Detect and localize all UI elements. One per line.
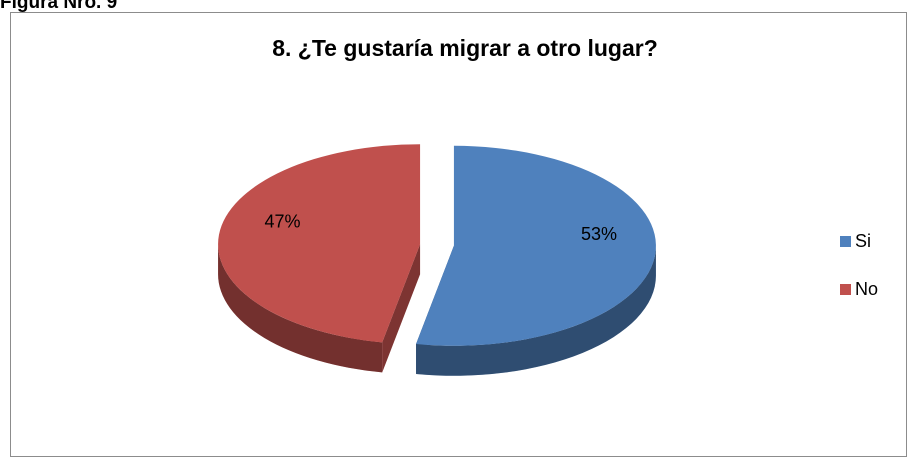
slice-side — [218, 244, 383, 373]
slice-side-shade — [218, 244, 383, 373]
slice — [218, 144, 421, 373]
slice-face — [382, 244, 421, 373]
slice-face-shade — [382, 244, 421, 373]
legend-label: Si — [855, 231, 871, 251]
chart-title: 8. ¿Te gustaría migrar a otro lugar? — [272, 35, 658, 61]
slice-side-shade — [416, 245, 656, 376]
legend-label: No — [855, 279, 878, 299]
slice-top — [218, 144, 421, 343]
data-label: 53% — [581, 224, 617, 244]
figure-label: Figura Nro. 9 — [0, 0, 118, 13]
legend-swatch — [840, 236, 851, 247]
slice-side — [416, 245, 656, 376]
data-label: 47% — [265, 211, 301, 231]
slice-top — [416, 145, 656, 346]
legend-swatch — [840, 284, 851, 295]
slice — [416, 145, 656, 376]
